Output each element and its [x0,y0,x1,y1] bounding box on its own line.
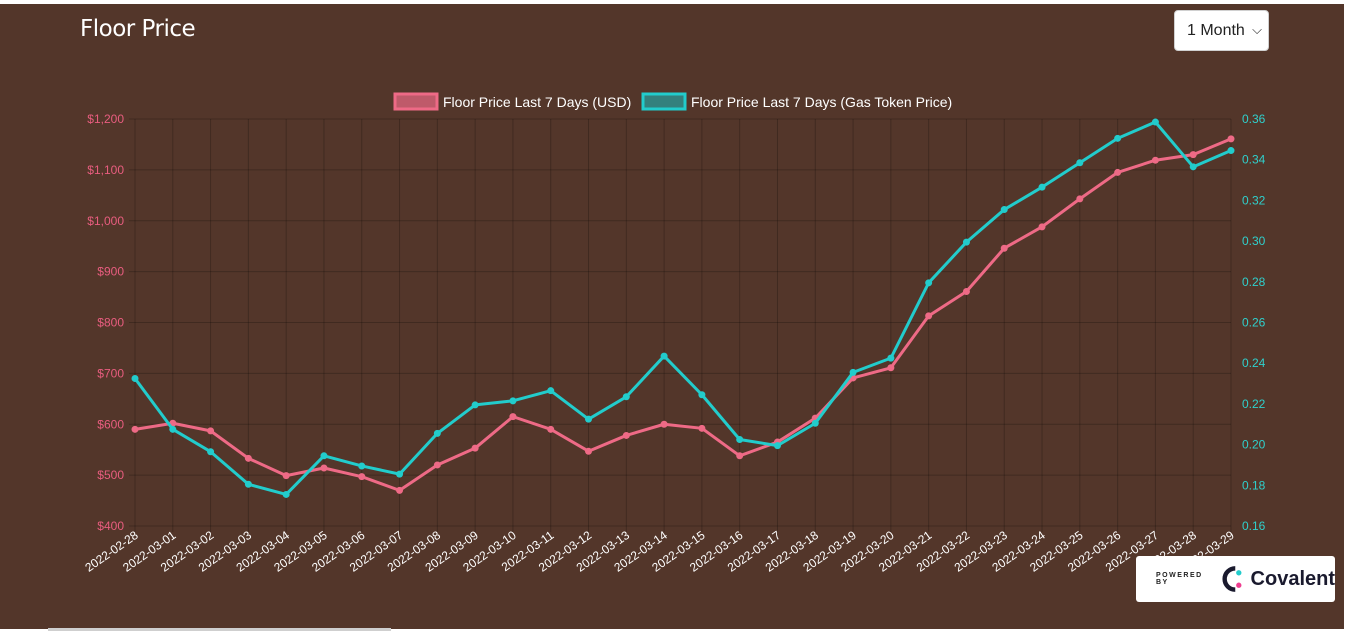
data-point [282,472,290,480]
data-point [1076,159,1084,167]
y-right-tick-label: 0.22 [1242,397,1266,411]
y-right-tick-label: 0.30 [1242,234,1266,248]
time-range-select[interactable]: 1 Month ⌵ [1174,10,1269,51]
data-point [547,387,555,395]
data-point [509,413,517,421]
chevron-down-icon: ⌵ [1252,22,1262,37]
y-right-tick-label: 0.20 [1242,438,1266,452]
y-left-tick-label: $900 [97,265,124,279]
data-point [962,287,970,295]
data-point [169,425,177,433]
y-left-tick-label: $1,100 [87,163,124,177]
y-right-tick-label: 0.36 [1242,112,1266,126]
data-point [849,368,857,376]
data-point [1227,147,1235,155]
data-point [1114,168,1122,176]
data-point [509,397,517,405]
data-point [736,452,744,460]
y-left-tick-label: $500 [97,468,124,482]
powered-by-label: POWERED BY [1156,572,1203,586]
data-point [1000,206,1008,214]
data-point [660,420,668,428]
scrollbar[interactable] [48,628,391,631]
data-point [736,436,744,444]
y-left-tick-label: $600 [97,417,124,431]
data-point [1114,134,1122,142]
data-point [887,364,895,372]
data-point [131,425,139,433]
data-point [1076,195,1084,203]
data-point [207,448,215,456]
y-right-tick-label: 0.26 [1242,316,1266,330]
data-point [1189,151,1197,159]
data-point [887,354,895,362]
data-point [925,312,933,320]
data-point [396,486,404,494]
data-point [622,393,630,401]
data-point [660,352,668,360]
data-point [244,454,252,462]
covalent-logo-icon [1222,566,1241,592]
legend-item-gas-token: Floor Price Last 7 Days (Gas Token Price… [641,92,952,111]
data-point [282,490,290,498]
y-right-tick-label: 0.24 [1242,356,1266,370]
data-point [358,462,366,470]
series-gas-token [131,118,1235,498]
data-point [773,442,781,450]
data-point [698,391,706,399]
grid-lines [129,118,1232,532]
data-point [433,429,441,437]
data-point [433,461,441,469]
series-line [134,137,1232,492]
data-point [1000,244,1008,252]
series-usd [131,135,1235,494]
data-point [1151,156,1159,164]
brand-name: Covalent [1250,567,1335,590]
data-point [547,425,555,433]
data-point [320,464,328,472]
y-left-tick-label: $400 [97,519,124,533]
y-right-tick-label: 0.28 [1242,275,1266,289]
covalent-badge[interactable]: POWERED BY Covalent [1136,556,1335,602]
data-point [622,431,630,439]
data-point [396,470,404,478]
legend-label: Floor Price Last 7 Days (USD) [443,94,631,110]
y-right-tick-label: 0.16 [1242,519,1266,533]
time-range-selected-value: 1 Month [1187,21,1245,39]
y-right-tick-label: 0.34 [1242,153,1266,167]
data-point [585,447,593,455]
data-point [471,401,479,409]
data-point [131,374,139,382]
data-point [925,279,933,287]
series-line [133,120,1232,496]
y-right-tick-label: 0.32 [1242,193,1266,207]
data-point [811,419,819,427]
data-point [244,480,252,488]
data-point [698,424,706,432]
data-point [471,444,479,452]
data-point [320,452,328,460]
legend-label: Floor Price Last 7 Days (Gas Token Price… [691,94,952,110]
data-point [962,238,970,246]
data-point [585,415,593,423]
data-point [1227,135,1235,143]
data-point [1189,163,1197,171]
y-left-tick-label: $800 [97,316,124,330]
y-right-tick-label: 0.18 [1242,478,1266,492]
y-left-tick-label: $1,200 [87,112,124,126]
legend-swatch [641,92,687,111]
data-point [207,427,215,435]
data-point [1038,183,1046,191]
data-point [1038,223,1046,231]
page-title: Floor Price [80,16,196,42]
y-left-tick-label: $1,000 [87,214,124,228]
data-point [1151,118,1159,126]
legend-item-usd: Floor Price Last 7 Days (USD) [393,92,631,111]
legend: Floor Price Last 7 Days (USD) Floor Price… [393,92,952,111]
y-left-tick-label: $700 [97,366,124,380]
legend-swatch [393,92,439,111]
data-point [358,473,366,481]
